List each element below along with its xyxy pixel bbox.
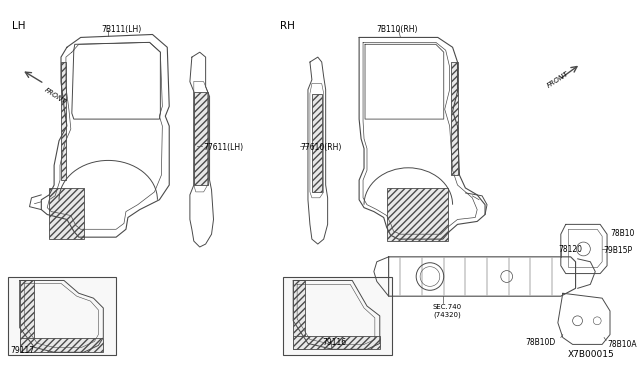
Polygon shape — [20, 337, 103, 352]
Polygon shape — [293, 280, 305, 349]
Text: FRONT: FRONT — [546, 70, 570, 89]
Text: FRONT: FRONT — [43, 87, 67, 105]
FancyBboxPatch shape — [284, 276, 392, 355]
Polygon shape — [20, 280, 35, 352]
Text: 77610(RH): 77610(RH) — [300, 143, 342, 152]
Text: 77611(LH): 77611(LH) — [204, 143, 244, 152]
Polygon shape — [194, 92, 207, 185]
Text: 78120: 78120 — [558, 245, 582, 254]
Polygon shape — [387, 188, 447, 241]
Polygon shape — [49, 188, 84, 239]
Text: 78B10D: 78B10D — [525, 337, 556, 346]
Text: 78B10: 78B10 — [610, 229, 634, 238]
Text: 78B10A: 78B10A — [607, 340, 637, 349]
Polygon shape — [61, 62, 66, 180]
Text: X7B00015: X7B00015 — [568, 350, 615, 359]
Text: LH: LH — [12, 21, 26, 31]
Text: 79116: 79116 — [323, 339, 347, 347]
Text: RH: RH — [280, 21, 295, 31]
Text: 7B111(LH): 7B111(LH) — [101, 25, 141, 33]
Text: 79B15P: 79B15P — [603, 246, 632, 255]
Text: 7B110(RH): 7B110(RH) — [377, 25, 419, 33]
FancyBboxPatch shape — [8, 276, 116, 355]
Text: (74320): (74320) — [433, 312, 461, 318]
Polygon shape — [293, 336, 380, 349]
Polygon shape — [312, 93, 322, 192]
Text: SEC.740: SEC.740 — [433, 304, 462, 310]
Polygon shape — [451, 62, 458, 175]
Text: 79117: 79117 — [10, 346, 34, 355]
